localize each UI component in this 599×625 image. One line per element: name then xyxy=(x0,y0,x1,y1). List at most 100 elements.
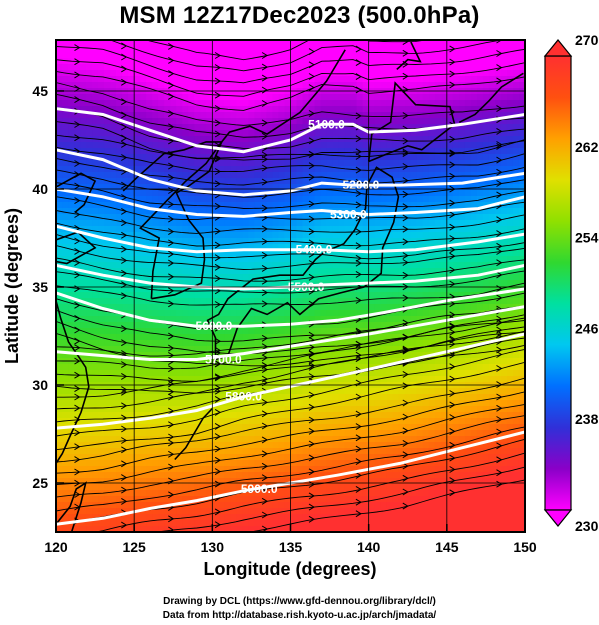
streamline-arrow xyxy=(449,280,456,288)
streamline-arrow xyxy=(168,515,175,523)
streamline-arrow xyxy=(261,86,269,94)
streamline-arrow xyxy=(496,127,503,135)
streamline-arrow xyxy=(496,216,503,224)
contour-line xyxy=(56,430,525,526)
streamline-arrow xyxy=(402,488,409,496)
streamline-arrow xyxy=(168,70,175,78)
streamline-arrow xyxy=(496,156,503,164)
streamline-arrow xyxy=(496,330,503,338)
streamline-arrow xyxy=(308,287,315,295)
streamline-arrow xyxy=(214,168,222,175)
streamline-arrow xyxy=(121,31,126,37)
streamline-arrow xyxy=(121,372,128,380)
streamline-arrow xyxy=(496,191,503,199)
streamline-arrow xyxy=(402,462,409,470)
streamline-arrow xyxy=(355,45,362,53)
streamline-arrow xyxy=(402,502,409,510)
streamline-arrow xyxy=(121,269,128,277)
streamline-arrow xyxy=(308,391,315,399)
streamline-arrow xyxy=(74,385,81,393)
streamline-arrow xyxy=(168,407,175,415)
streamline-arrow xyxy=(449,45,456,53)
streamline-arrow xyxy=(214,301,222,308)
streamline-arrow xyxy=(74,337,81,345)
streamline-arrow xyxy=(402,346,409,354)
streamline-arrow xyxy=(308,239,315,247)
streamline-arrow xyxy=(402,347,409,355)
streamline-arrow xyxy=(261,164,269,172)
coastline xyxy=(174,407,213,461)
streamline-arrow xyxy=(168,539,173,545)
streamline-arrow xyxy=(449,336,456,344)
streamline-arrow xyxy=(402,271,409,279)
streamline-arrow xyxy=(308,48,315,56)
streamline-arrow xyxy=(121,257,128,264)
streamline-arrow xyxy=(355,434,362,442)
streamline-arrow xyxy=(74,197,81,205)
streamline-arrow xyxy=(168,300,175,308)
contour-line xyxy=(56,332,525,430)
streamline-arrow xyxy=(355,166,362,174)
coastline xyxy=(56,300,79,357)
streamline-arrow xyxy=(214,91,222,99)
streamline-arrow xyxy=(121,437,128,444)
streamline-arrow xyxy=(449,70,456,78)
streamline-arrow xyxy=(308,186,315,194)
streamline-arrow xyxy=(121,361,128,369)
coastline xyxy=(56,172,97,214)
streamline-arrow xyxy=(355,351,362,359)
contour-line xyxy=(56,107,525,154)
streamline-arrow xyxy=(449,252,456,260)
streamline-arrow xyxy=(308,137,315,145)
streamline-arrow xyxy=(261,238,269,245)
streamline-arrow xyxy=(261,225,269,233)
streamline-arrow xyxy=(402,413,409,421)
streamline-arrow xyxy=(168,463,175,471)
x-tick-label: 135 xyxy=(279,539,303,555)
streamline-arrow xyxy=(355,498,362,506)
streamline-arrow xyxy=(74,301,81,309)
streamline-arrow xyxy=(121,521,128,529)
streamline-arrow xyxy=(168,388,175,396)
streamline-arrow xyxy=(261,300,269,308)
streamline-arrow xyxy=(308,228,315,236)
streamline-arrow xyxy=(121,219,128,227)
colorbar-tick-label: 238 xyxy=(575,411,599,427)
streamline-arrow xyxy=(449,351,456,359)
streamline-arrow xyxy=(75,19,80,25)
streamline-arrow xyxy=(168,42,175,50)
coastlines xyxy=(56,41,524,532)
streamline-arrow xyxy=(168,200,175,208)
plot-axes: 120 125 130 135 140 145 150 25 30 35 40 45 xyxy=(32,39,537,555)
streamline-arrow xyxy=(261,251,269,259)
streamline-arrow xyxy=(449,199,456,207)
chart-title: MSM 12Z17Dec2023 (500.0hPa) xyxy=(119,2,480,29)
streamline-arrow xyxy=(308,440,315,448)
streamline-arrow xyxy=(74,357,81,365)
streamline-arrow xyxy=(121,78,128,86)
streamline-arrow xyxy=(308,215,315,223)
streamline-arrow xyxy=(496,50,503,57)
streamline-arrow xyxy=(75,545,80,551)
coastline xyxy=(206,166,400,361)
streamline-arrow xyxy=(496,248,503,255)
streamline-arrow xyxy=(261,277,269,285)
streamline-arrow xyxy=(355,254,362,262)
streamline-arrow xyxy=(402,427,409,435)
streamline-arrow xyxy=(168,110,175,117)
contour-label: 5100.0 xyxy=(308,117,345,131)
streamline-arrow xyxy=(121,53,128,61)
streamline-arrow xyxy=(449,58,456,66)
streamline-arrow xyxy=(308,110,315,117)
colorbar-bottom-triangle xyxy=(543,509,573,527)
streamline-arrow xyxy=(168,439,175,447)
streamline-arrow xyxy=(402,451,409,459)
streamline-arrow xyxy=(355,423,362,431)
streamline-arrow xyxy=(496,40,503,44)
streamline-arrow xyxy=(402,72,409,80)
streamline-arrow xyxy=(449,375,456,383)
streamline-arrow xyxy=(261,155,269,163)
streamline-arrow xyxy=(355,59,362,67)
streamline-arrow xyxy=(74,211,81,218)
streamline-arrow xyxy=(308,250,315,258)
